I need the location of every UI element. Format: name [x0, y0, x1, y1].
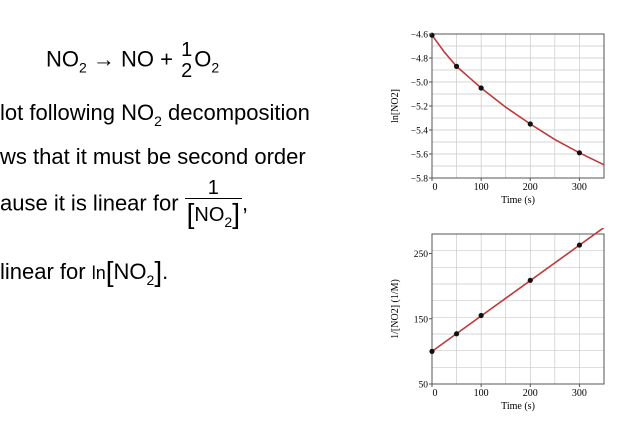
ln-no2-chart: 0 100 200 300 −5.8−5.6−5.4−5.2−5.0−4.8−4.6 …: [390, 31, 605, 206]
text-line-1: lot following NO2 decomposition: [0, 100, 310, 129]
c2-plot-frame: [431, 233, 605, 385]
c2-fit-line: [431, 228, 605, 353]
reactant: NO: [46, 46, 79, 72]
line3-species: NO: [194, 204, 225, 226]
line4-species: NO: [113, 259, 147, 284]
reactant-subscript: 2: [79, 59, 87, 76]
c1-y-tick-label: −4.8: [411, 55, 428, 65]
line1-sub: 2: [154, 113, 162, 129]
chart2-x-axis-label: Time (s): [501, 401, 535, 412]
c1-data-point: [576, 150, 583, 156]
line2-text: ws that it must be second order: [0, 144, 306, 169]
c2-y-tick-label: 150: [414, 315, 429, 325]
c2-data-point: [527, 277, 533, 283]
chart1-x-axis-label: Time (s): [501, 195, 535, 206]
text-line-2: ws that it must be second order: [0, 146, 306, 168]
reciprocal-fraction: 1 [NO2]: [184, 177, 242, 230]
line1-species: NO: [121, 100, 155, 125]
c1-data-point: [429, 32, 435, 38]
c2-x-tick-label: 0: [433, 388, 438, 399]
line4-ln: ln: [91, 263, 106, 283]
reaction-arrow: →: [92, 46, 115, 72]
line3-text: ause it is linear for: [0, 190, 185, 216]
c1-y-tick-label: −4.6: [411, 31, 428, 41]
c1-fit-line: [431, 34, 605, 166]
c2-data-point: [429, 348, 435, 354]
c1-x-tick-label: 100: [474, 182, 489, 193]
c1-data-point: [453, 63, 460, 69]
product-o2: O: [194, 46, 212, 72]
c2-data-point: [453, 331, 460, 337]
reciprocal-denominator: [NO2]: [184, 198, 242, 230]
coefficient-denominator: 2: [181, 60, 193, 82]
reciprocal-no2-chart: 0 100 200 300 50 150 250 Time (s) 1/[NO2] (1/…: [390, 228, 605, 412]
c2-x-tick-label: 300: [572, 388, 587, 399]
c1-data-point: [478, 85, 484, 91]
coefficient-numerator: 1: [181, 39, 193, 61]
line4-period: .: [162, 259, 169, 284]
c1-x-tick-label: 200: [523, 182, 538, 193]
c1-data-point: [527, 121, 533, 127]
c1-x-tick-label: 0: [433, 182, 438, 193]
plus-sign: +: [160, 46, 174, 72]
line4-sub: 2: [146, 272, 155, 288]
c1-y-tick-label: −5.2: [411, 103, 428, 113]
chart2-y-axis-label: 1/[NO2] (1/M): [390, 279, 401, 339]
line3-comma: ,: [242, 190, 249, 216]
c2-x-tick-label: 100: [474, 388, 489, 399]
c2-y-tick-label: 250: [414, 250, 429, 260]
c1-x-tick-label: 300: [572, 182, 587, 193]
coefficient-fraction: 1 2: [179, 40, 194, 81]
product-no: NO: [121, 46, 155, 72]
c2-y-tick-label: 50: [419, 381, 429, 391]
c2-x-tick-label: 200: [523, 388, 538, 399]
text-line-3: ause it is linear for 1 [NO2] ,: [0, 178, 248, 229]
c2-data-point: [478, 312, 484, 319]
line3-sub: 2: [224, 214, 233, 230]
line1-text-a: lot following: [0, 100, 122, 125]
reaction-equation: NO2 → NO + 1 2 O2: [46, 40, 219, 81]
c1-y-tick-label: −5.6: [411, 151, 428, 161]
c2-data-point: [576, 242, 583, 248]
text-line-4: linear for ln[NO2].: [0, 256, 169, 288]
c1-y-tick-label: −5.8: [411, 175, 428, 185]
c1-y-tick-label: −5.4: [411, 127, 428, 137]
line4-text: linear for: [0, 259, 92, 284]
chart1-y-axis-label: ln[NO2]: [390, 89, 401, 123]
reciprocal-numerator: 1: [207, 177, 219, 199]
product-o2-subscript: 2: [211, 59, 220, 76]
c1-y-tick-label: −5.0: [411, 79, 428, 89]
line1-text-b: decomposition: [161, 100, 310, 125]
